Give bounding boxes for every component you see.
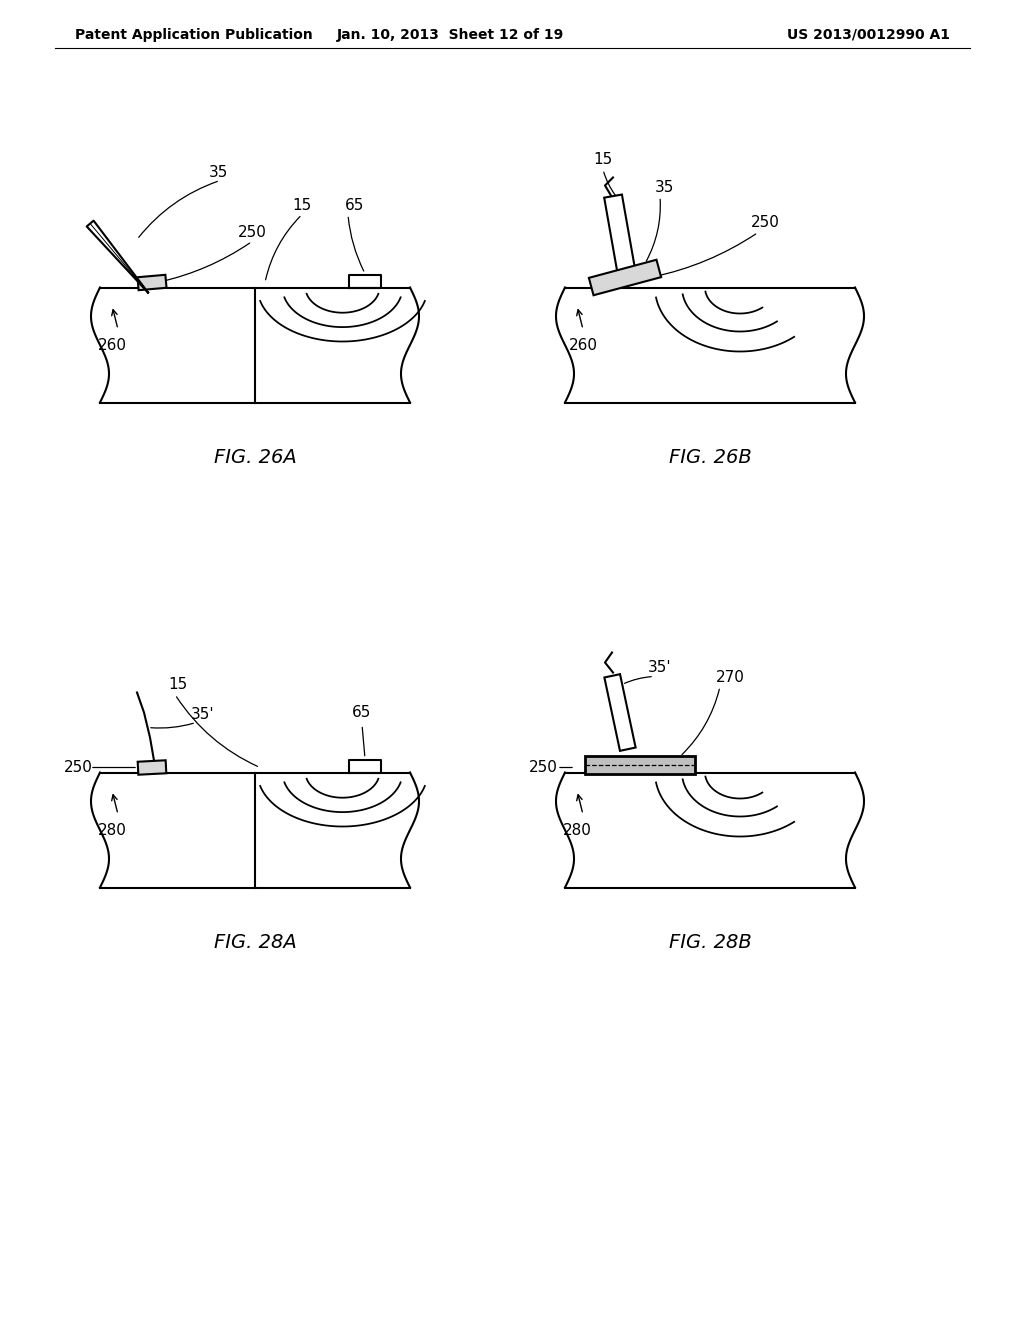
Text: 250: 250 (751, 215, 779, 230)
Text: 35': 35' (648, 660, 672, 675)
Text: 250: 250 (528, 760, 557, 775)
Text: 15: 15 (593, 152, 612, 168)
Text: FIG. 26B: FIG. 26B (669, 447, 752, 467)
Text: 280: 280 (562, 822, 592, 838)
Text: 15: 15 (168, 677, 187, 692)
Text: 35: 35 (655, 180, 675, 195)
Text: 35': 35' (191, 708, 215, 722)
Text: FIG. 26A: FIG. 26A (214, 447, 296, 467)
Polygon shape (604, 675, 636, 751)
Text: 35: 35 (208, 165, 227, 180)
Text: 260: 260 (97, 338, 127, 352)
Text: 280: 280 (97, 822, 126, 838)
Text: 270: 270 (716, 671, 744, 685)
Text: FIG. 28A: FIG. 28A (214, 933, 296, 952)
Text: Patent Application Publication: Patent Application Publication (75, 28, 312, 42)
Polygon shape (87, 220, 148, 293)
Polygon shape (589, 260, 662, 296)
Polygon shape (585, 755, 695, 774)
Text: 250: 250 (238, 224, 266, 240)
Text: 250: 250 (63, 760, 92, 775)
Text: 65: 65 (345, 198, 365, 213)
Text: 65: 65 (352, 705, 372, 719)
Text: US 2013/0012990 A1: US 2013/0012990 A1 (787, 28, 950, 42)
Polygon shape (604, 194, 636, 276)
Polygon shape (137, 275, 167, 290)
Text: Jan. 10, 2013  Sheet 12 of 19: Jan. 10, 2013 Sheet 12 of 19 (336, 28, 563, 42)
Polygon shape (137, 760, 166, 775)
Text: 260: 260 (568, 338, 597, 352)
Text: 15: 15 (293, 198, 311, 213)
Text: FIG. 28B: FIG. 28B (669, 933, 752, 952)
